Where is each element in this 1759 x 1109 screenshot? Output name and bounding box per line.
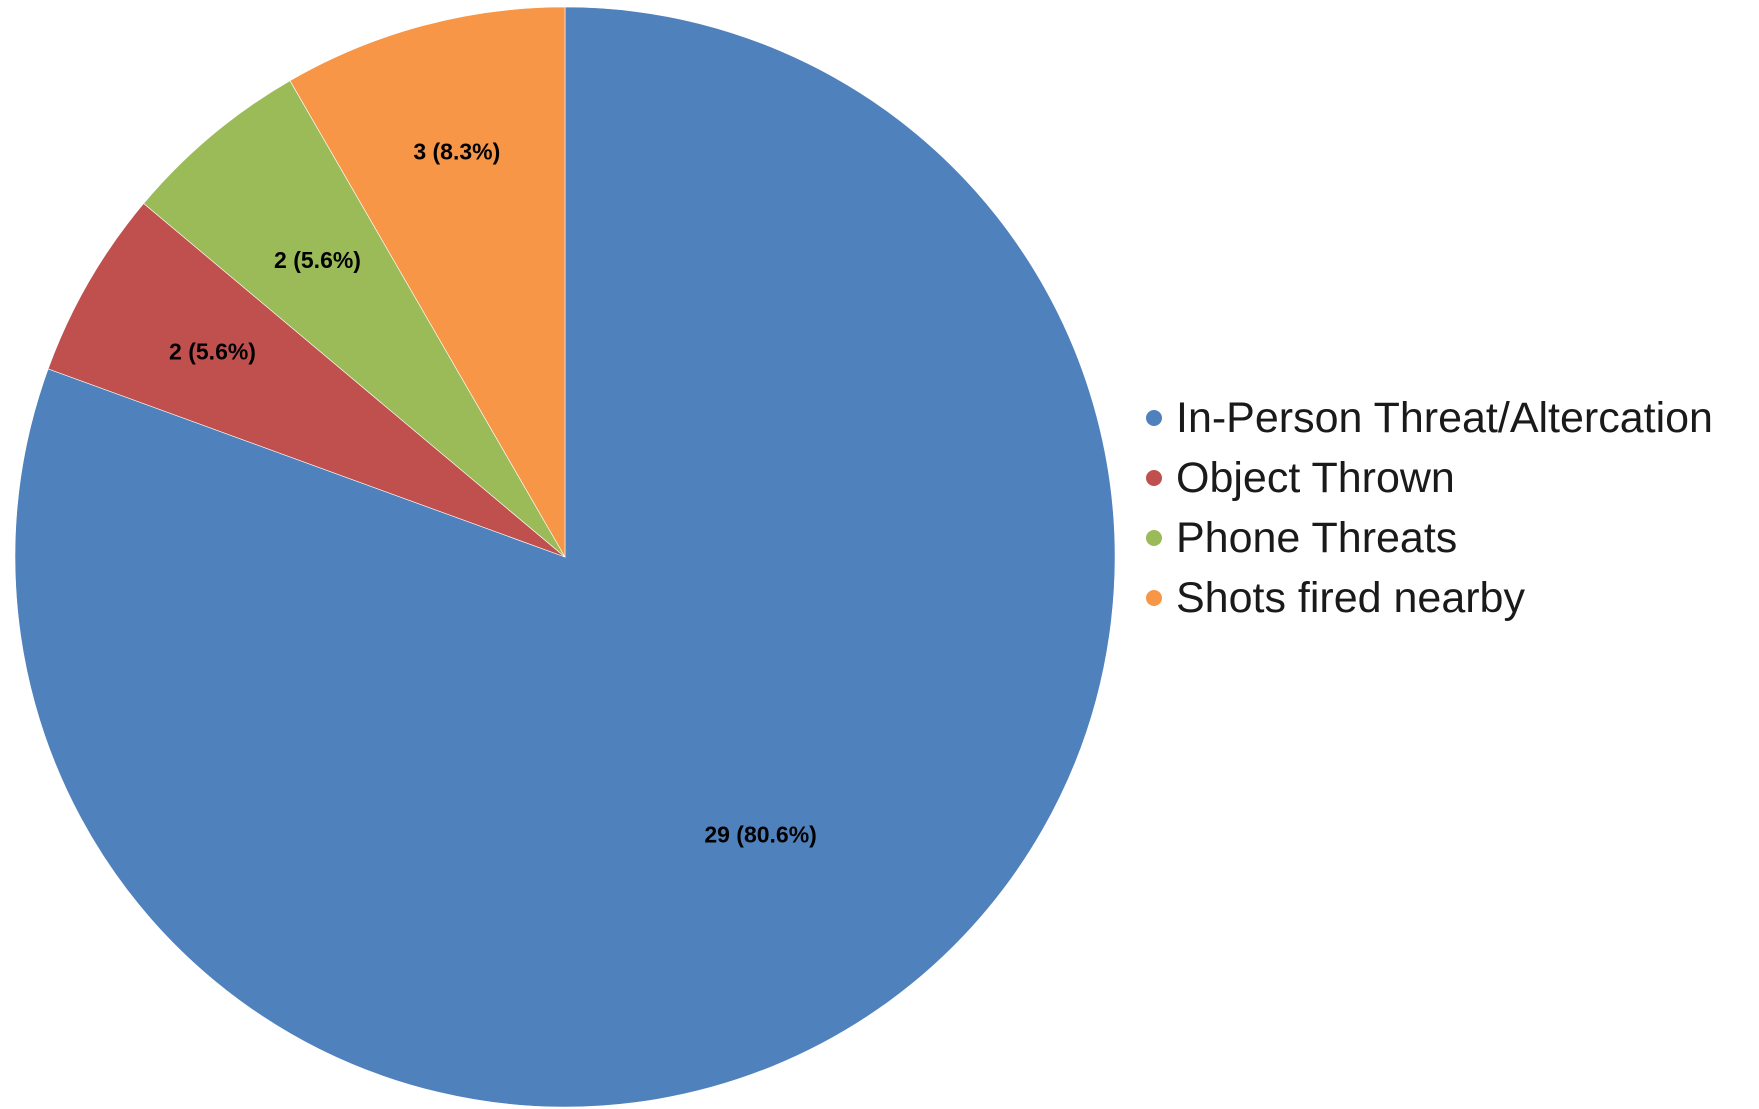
- legend-item-1[interactable]: Object Thrown: [1146, 448, 1713, 508]
- legend-item-0[interactable]: In-Person Threat/Altercation: [1146, 388, 1713, 448]
- legend-marker-icon: [1146, 590, 1162, 606]
- pie-slices: [14, 6, 1116, 1108]
- legend-marker-icon: [1146, 410, 1162, 426]
- legend-label: Object Thrown: [1176, 453, 1455, 502]
- legend-marker-icon: [1146, 530, 1162, 546]
- data-label-0: 29 (80.6%): [704, 821, 817, 847]
- legend-label: Phone Threats: [1176, 513, 1458, 562]
- legend-marker-icon: [1146, 470, 1162, 486]
- legend-label: In-Person Threat/Altercation: [1176, 393, 1713, 442]
- data-label-3: 3 (8.3%): [413, 138, 500, 164]
- legend-item-2[interactable]: Phone Threats: [1146, 508, 1713, 568]
- pie-slice-0[interactable]: [14, 6, 1116, 1108]
- data-label-2: 2 (5.6%): [274, 247, 361, 273]
- pie-slice-1[interactable]: [47, 203, 566, 558]
- data-label-1: 2 (5.6%): [169, 339, 256, 365]
- legend-item-3[interactable]: Shots fired nearby: [1146, 568, 1713, 628]
- legend-label: Shots fired nearby: [1176, 573, 1525, 622]
- pie-slice-3[interactable]: [289, 6, 566, 559]
- legend: In-Person Threat/Altercation Object Thro…: [1146, 388, 1713, 628]
- pie-data-labels: 29 (80.6%) 2 (5.6%) 2 (5.6%) 3 (8.3%): [169, 138, 817, 847]
- pie-slice-2[interactable]: [143, 80, 566, 558]
